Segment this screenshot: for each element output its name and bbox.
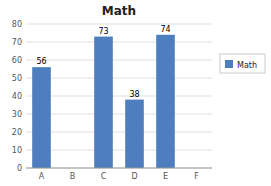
bar [94, 37, 113, 168]
data-label: 73 [98, 27, 108, 36]
y-tick-label: 20 [12, 128, 22, 137]
legend: Math [220, 54, 265, 73]
data-label: 38 [129, 90, 139, 99]
legend-swatch [225, 60, 233, 68]
x-tick-label: A [39, 172, 45, 181]
x-tick-label: B [70, 172, 76, 181]
y-tick-label: 0 [17, 164, 22, 173]
data-label: 74 [160, 25, 170, 34]
title: Math [102, 4, 136, 18]
legend-label: Math [237, 61, 257, 70]
y-tick-label: 30 [12, 110, 22, 119]
data-labels: 56 73 38 74 [36, 25, 170, 99]
x-tick-label: C [101, 172, 107, 181]
grid-line [26, 78, 212, 79]
grid-line [26, 60, 212, 61]
bars [32, 35, 175, 168]
grid-line [26, 150, 212, 151]
grid-line [26, 42, 212, 43]
chart-container: Math 0 10 20 30 40 50 60 70 80 56 73 38 74 A B C D E F Math [0, 0, 271, 186]
y-tick-label: 50 [12, 74, 22, 83]
chart: Math 0 10 20 30 40 50 60 70 80 56 73 38 74 A B C D E F Math [0, 0, 271, 186]
y-tick-label: 10 [12, 146, 22, 155]
grid-line [26, 168, 212, 169]
bar [32, 67, 51, 168]
grid-line [26, 24, 212, 25]
bar [156, 35, 175, 168]
legend-frame [220, 54, 265, 73]
y-tick-label: 80 [12, 20, 22, 29]
x-tick-label: E [163, 172, 168, 181]
x-axis-line [26, 168, 212, 169]
x-tick-label: F [194, 172, 199, 181]
grid-line [26, 132, 212, 133]
grid-line [26, 96, 212, 97]
y-tick-label: 60 [12, 56, 22, 65]
grid-line [26, 114, 212, 115]
bar [125, 100, 144, 168]
x-tick-label: D [131, 172, 137, 181]
data-label: 56 [36, 57, 46, 66]
y-tick-label: 70 [12, 38, 22, 47]
y-tick-label: 40 [12, 92, 22, 101]
grid [26, 24, 212, 168]
